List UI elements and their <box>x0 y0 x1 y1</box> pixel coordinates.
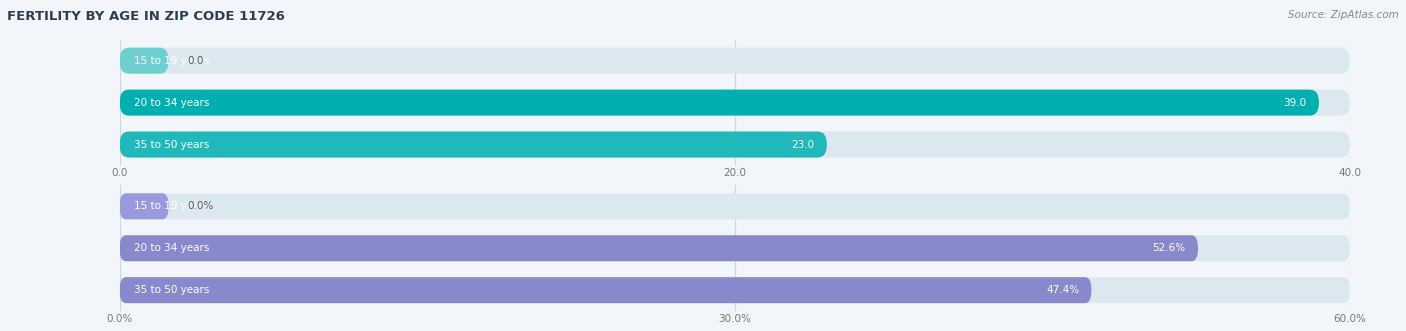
Text: FERTILITY BY AGE IN ZIP CODE 11726: FERTILITY BY AGE IN ZIP CODE 11726 <box>7 10 285 23</box>
FancyBboxPatch shape <box>120 90 1319 116</box>
Text: 15 to 19 years: 15 to 19 years <box>135 56 209 66</box>
FancyBboxPatch shape <box>120 131 1350 158</box>
FancyBboxPatch shape <box>120 193 169 219</box>
FancyBboxPatch shape <box>120 193 1350 219</box>
FancyBboxPatch shape <box>120 48 169 74</box>
FancyBboxPatch shape <box>120 277 1350 303</box>
Text: 35 to 50 years: 35 to 50 years <box>135 285 209 295</box>
FancyBboxPatch shape <box>120 235 1350 261</box>
Text: 52.6%: 52.6% <box>1153 243 1185 253</box>
Text: 35 to 50 years: 35 to 50 years <box>135 140 209 150</box>
Text: 47.4%: 47.4% <box>1046 285 1080 295</box>
Text: 39.0: 39.0 <box>1284 98 1306 108</box>
FancyBboxPatch shape <box>120 235 1198 261</box>
Text: 0.0: 0.0 <box>187 56 204 66</box>
FancyBboxPatch shape <box>120 48 1350 74</box>
FancyBboxPatch shape <box>120 277 1091 303</box>
Text: 15 to 19 years: 15 to 19 years <box>135 201 209 211</box>
Text: 20 to 34 years: 20 to 34 years <box>135 243 209 253</box>
Text: 23.0: 23.0 <box>792 140 814 150</box>
Text: Source: ZipAtlas.com: Source: ZipAtlas.com <box>1288 10 1399 20</box>
Text: 0.0%: 0.0% <box>187 201 214 211</box>
Text: 20 to 34 years: 20 to 34 years <box>135 98 209 108</box>
FancyBboxPatch shape <box>120 131 827 158</box>
FancyBboxPatch shape <box>120 90 1350 116</box>
